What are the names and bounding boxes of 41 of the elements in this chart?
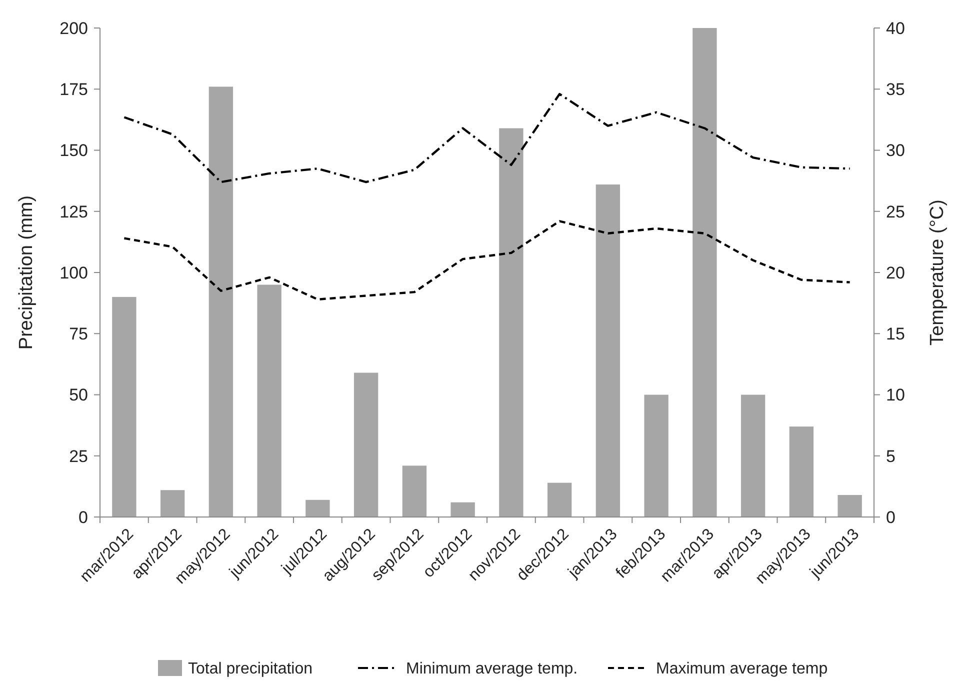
y2-tick-label: 35 — [886, 80, 905, 100]
bar — [402, 466, 427, 517]
bar — [740, 394, 766, 517]
bar — [112, 296, 136, 517]
y2-tick-label: 30 — [886, 141, 905, 160]
bar — [354, 372, 378, 517]
y-tick-label: 75 — [69, 324, 88, 344]
y2-tick-label: 10 — [886, 386, 905, 405]
bar — [450, 502, 475, 517]
y2-tick-label: 20 — [886, 263, 905, 282]
bar — [208, 86, 234, 517]
y2-tick-label: 15 — [886, 324, 905, 344]
y-tick-label: 0 — [78, 508, 88, 527]
legend-label: Maximum average temp — [656, 660, 828, 678]
bar — [306, 500, 330, 517]
bar — [499, 128, 524, 517]
y-tick-label: 200 — [60, 18, 88, 38]
bar — [257, 284, 282, 517]
y2-tick-label: 40 — [886, 18, 905, 38]
bar — [838, 494, 862, 517]
bar — [596, 184, 620, 517]
bar — [644, 394, 668, 517]
y2-axis-title: Temperature (°C) — [927, 200, 948, 346]
y-tick-label: 25 — [69, 446, 88, 466]
line-series — [123, 92, 851, 184]
legend-label: Total precipitation — [188, 660, 313, 678]
bar — [789, 426, 814, 517]
y-axis-title: Precipitation (mm) — [16, 195, 37, 350]
y2-tick-label: 5 — [886, 446, 896, 466]
legend-label: Minimum average temp. — [406, 660, 578, 678]
y-tick-label: 125 — [60, 202, 88, 222]
y2-tick-label: 0 — [886, 508, 896, 527]
bar — [160, 490, 185, 517]
bar — [547, 482, 572, 517]
y-tick-label: 175 — [60, 80, 88, 100]
y-tick-label: 100 — [60, 263, 88, 282]
y-tick-label: 50 — [69, 386, 88, 405]
bar — [692, 28, 717, 517]
y2-tick-label: 25 — [886, 202, 905, 222]
y-tick-label: 150 — [60, 141, 88, 160]
line-series — [123, 220, 851, 300]
